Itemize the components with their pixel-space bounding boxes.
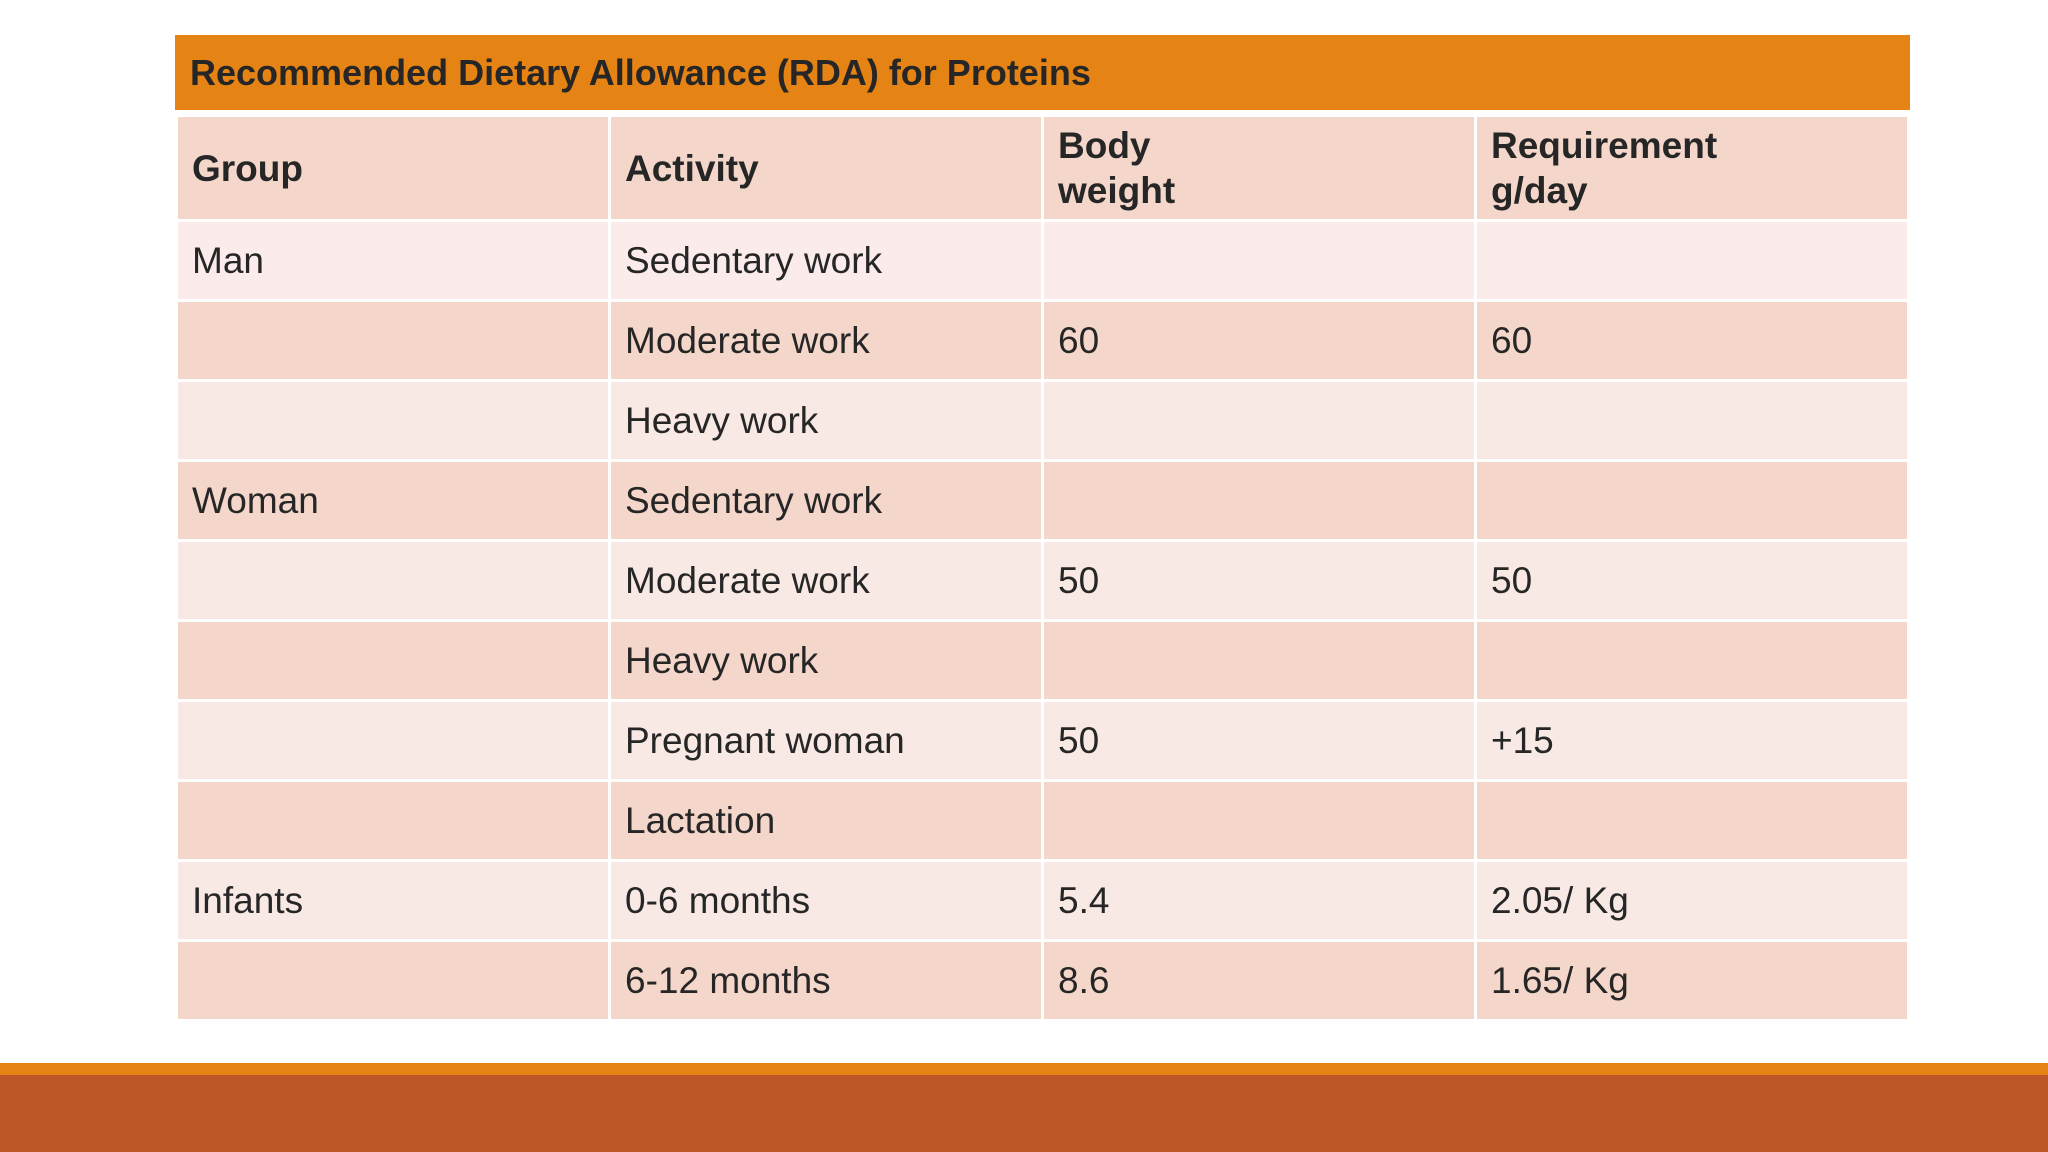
table-row: Man Sedentary work (175, 219, 1910, 302)
header-activity: Activity (608, 114, 1044, 222)
cell-activity: Heavy work (608, 379, 1044, 462)
cell-activity: Pregnant woman (608, 699, 1044, 782)
cell-requirement: 2.05/ Kg (1474, 859, 1910, 942)
cell-requirement (1474, 619, 1910, 702)
cell-group (175, 379, 611, 462)
cell-body-weight: 5.4 (1041, 859, 1477, 942)
cell-body-weight: 50 (1041, 699, 1477, 782)
table-row: Moderate work 60 60 (175, 299, 1910, 382)
cell-body-weight: 8.6 (1041, 939, 1477, 1022)
table-header-row: Group Activity Body weight Requirement g… (175, 114, 1910, 222)
cell-activity: Heavy work (608, 619, 1044, 702)
cell-group: Woman (175, 459, 611, 542)
cell-body-weight (1041, 619, 1477, 702)
table-row: Woman Sedentary work (175, 459, 1910, 542)
cell-group (175, 699, 611, 782)
cell-requirement: 60 (1474, 299, 1910, 382)
table-row: Pregnant woman 50 +15 (175, 699, 1910, 782)
cell-group (175, 779, 611, 862)
cell-activity: Sedentary work (608, 459, 1044, 542)
cell-requirement (1474, 219, 1910, 302)
cell-group (175, 619, 611, 702)
rda-table-container: Recommended Dietary Allowance (RDA) for … (175, 35, 1910, 1022)
cell-body-weight (1041, 219, 1477, 302)
cell-requirement (1474, 459, 1910, 542)
cell-group: Infants (175, 859, 611, 942)
cell-body-weight: 50 (1041, 539, 1477, 622)
table-row: Heavy work (175, 379, 1910, 462)
cell-group (175, 939, 611, 1022)
table-row: Moderate work 50 50 (175, 539, 1910, 622)
cell-activity: Sedentary work (608, 219, 1044, 302)
table-row: Lactation (175, 779, 1910, 862)
cell-body-weight (1041, 459, 1477, 542)
cell-body-weight (1041, 379, 1477, 462)
footer-accent-stripe (0, 1063, 2048, 1075)
cell-activity: 6-12 months (608, 939, 1044, 1022)
cell-activity: Moderate work (608, 539, 1044, 622)
cell-body-weight: 60 (1041, 299, 1477, 382)
header-requirement: Requirement g/day (1474, 114, 1910, 222)
footer-band (0, 1075, 2048, 1152)
cell-group: Man (175, 219, 611, 302)
table-row: Heavy work (175, 619, 1910, 702)
cell-activity: 0-6 months (608, 859, 1044, 942)
cell-activity: Moderate work (608, 299, 1044, 382)
cell-activity: Lactation (608, 779, 1044, 862)
table-row: 6-12 months 8.6 1.65/ Kg (175, 939, 1910, 1022)
cell-group (175, 539, 611, 622)
cell-requirement (1474, 379, 1910, 462)
table-row: Infants 0-6 months 5.4 2.05/ Kg (175, 859, 1910, 942)
cell-group (175, 299, 611, 382)
cell-requirement: 1.65/ Kg (1474, 939, 1910, 1022)
table-title: Recommended Dietary Allowance (RDA) for … (175, 35, 1910, 110)
header-group: Group (175, 114, 611, 222)
cell-requirement (1474, 779, 1910, 862)
header-body-weight: Body weight (1041, 114, 1477, 222)
cell-requirement: +15 (1474, 699, 1910, 782)
cell-requirement: 50 (1474, 539, 1910, 622)
rda-table: Group Activity Body weight Requirement g… (175, 114, 1910, 1022)
cell-body-weight (1041, 779, 1477, 862)
